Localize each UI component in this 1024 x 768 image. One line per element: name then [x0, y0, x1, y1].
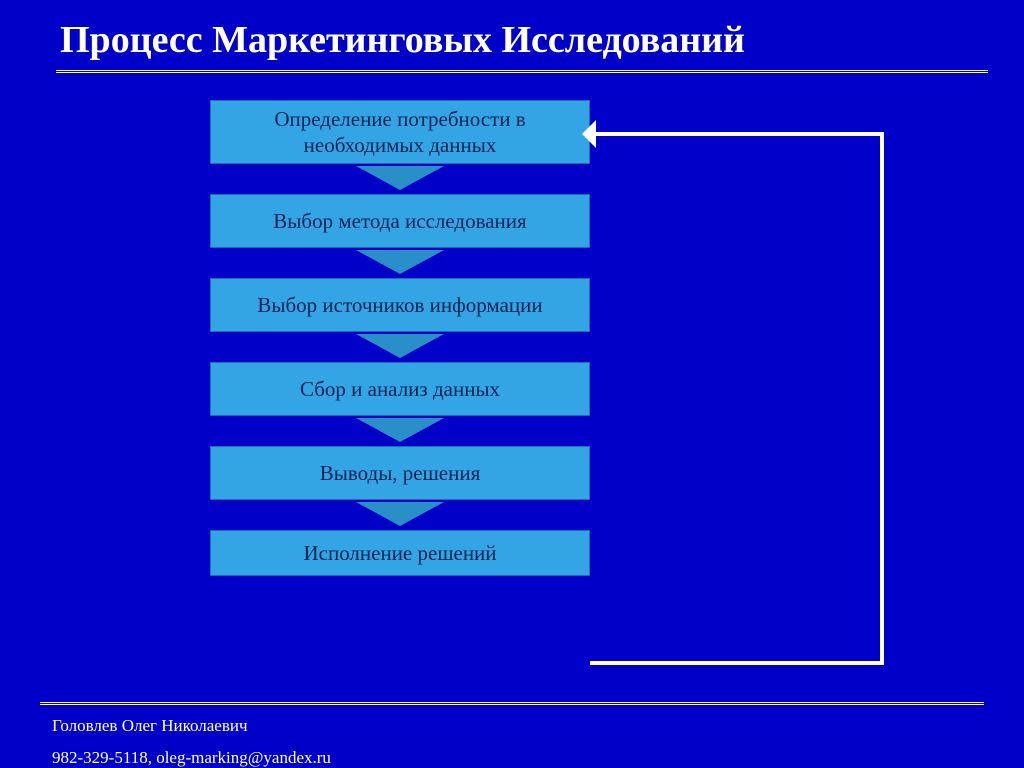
flow-step-6: Исполнение решений: [210, 530, 590, 576]
slide: Процесс Маркетинговых Исследований Опред…: [0, 0, 1024, 768]
footer-contact: 982-329-5118, oleg-marking@yandex.ru: [52, 748, 331, 768]
flow-step-1: Определение потребности в необходимых да…: [210, 100, 590, 164]
flow-step-2: Выбор метода исследования: [210, 194, 590, 248]
title-divider: [56, 70, 988, 73]
flowchart: Определение потребности в необходимых да…: [210, 100, 590, 576]
arrowhead-left-icon: [582, 120, 596, 148]
flow-step-3: Выбор источников информации: [210, 278, 590, 332]
flow-arrow-1: [210, 164, 590, 194]
flow-step-4: Сбор и анализ данных: [210, 362, 590, 416]
slide-title: Процесс Маркетинговых Исследований: [60, 18, 745, 62]
footer-author: Головлев Олег Николаевич: [52, 716, 248, 736]
flow-arrow-2: [210, 248, 590, 278]
flow-arrow-3: [210, 332, 590, 362]
flow-step-5: Выводы, решения: [210, 446, 590, 500]
flow-arrow-5: [210, 500, 590, 530]
footer-divider: [40, 702, 984, 705]
flow-arrow-4: [210, 416, 590, 446]
